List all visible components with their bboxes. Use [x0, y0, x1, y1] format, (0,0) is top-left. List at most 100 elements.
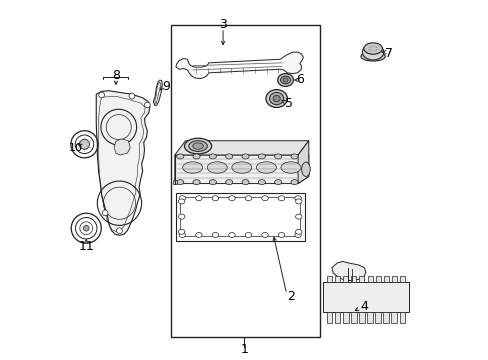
Ellipse shape: [261, 196, 268, 201]
Bar: [180, 197, 300, 237]
Ellipse shape: [269, 93, 283, 105]
Text: 11: 11: [78, 240, 94, 253]
Ellipse shape: [280, 76, 290, 84]
Ellipse shape: [295, 199, 302, 204]
Ellipse shape: [261, 233, 268, 238]
Polygon shape: [374, 312, 380, 323]
Ellipse shape: [290, 180, 298, 185]
Ellipse shape: [274, 154, 281, 159]
Ellipse shape: [80, 139, 89, 149]
Ellipse shape: [225, 180, 232, 185]
Ellipse shape: [184, 138, 211, 154]
Ellipse shape: [363, 43, 382, 54]
Ellipse shape: [278, 233, 284, 238]
Polygon shape: [298, 141, 308, 184]
Polygon shape: [383, 312, 388, 323]
Ellipse shape: [193, 154, 200, 159]
Ellipse shape: [83, 225, 89, 231]
Polygon shape: [175, 141, 308, 155]
Polygon shape: [350, 276, 356, 282]
Ellipse shape: [258, 180, 265, 185]
Ellipse shape: [290, 154, 298, 159]
Ellipse shape: [294, 196, 301, 201]
Ellipse shape: [245, 233, 251, 238]
Ellipse shape: [178, 199, 184, 204]
Polygon shape: [114, 139, 130, 155]
Polygon shape: [331, 261, 365, 281]
Polygon shape: [343, 276, 347, 282]
Ellipse shape: [209, 180, 216, 185]
Polygon shape: [334, 312, 340, 323]
Ellipse shape: [188, 141, 207, 152]
Ellipse shape: [295, 229, 302, 234]
Polygon shape: [323, 282, 408, 312]
Ellipse shape: [294, 233, 301, 238]
Polygon shape: [358, 312, 364, 323]
Text: 6: 6: [295, 73, 303, 86]
Polygon shape: [326, 276, 331, 282]
Polygon shape: [399, 312, 405, 323]
Ellipse shape: [256, 162, 276, 173]
Text: 9: 9: [162, 80, 169, 93]
Polygon shape: [153, 80, 162, 106]
Polygon shape: [175, 155, 308, 184]
Bar: [176, 193, 304, 241]
Text: 5: 5: [285, 97, 292, 110]
Polygon shape: [173, 180, 176, 184]
Ellipse shape: [102, 210, 108, 216]
Ellipse shape: [277, 73, 293, 86]
Polygon shape: [176, 52, 303, 78]
Ellipse shape: [207, 162, 227, 173]
Polygon shape: [359, 276, 364, 282]
Ellipse shape: [176, 154, 183, 159]
Ellipse shape: [178, 229, 184, 234]
Polygon shape: [96, 91, 149, 235]
Ellipse shape: [209, 154, 216, 159]
Polygon shape: [383, 276, 388, 282]
Text: 10: 10: [69, 143, 83, 153]
Ellipse shape: [144, 102, 150, 108]
Ellipse shape: [195, 233, 202, 238]
Polygon shape: [390, 312, 396, 323]
Text: 4: 4: [360, 300, 367, 313]
Ellipse shape: [195, 196, 202, 201]
Ellipse shape: [231, 162, 251, 173]
Ellipse shape: [295, 214, 302, 219]
Polygon shape: [326, 312, 332, 323]
Polygon shape: [367, 276, 372, 282]
Text: 1: 1: [240, 343, 248, 356]
Ellipse shape: [212, 233, 218, 238]
Ellipse shape: [228, 196, 235, 201]
Ellipse shape: [129, 93, 135, 99]
Ellipse shape: [245, 196, 251, 201]
Ellipse shape: [242, 180, 248, 185]
Ellipse shape: [99, 92, 104, 98]
Ellipse shape: [272, 95, 280, 102]
Ellipse shape: [116, 228, 122, 234]
Ellipse shape: [193, 180, 200, 185]
Text: 3: 3: [219, 18, 226, 31]
Ellipse shape: [179, 196, 185, 201]
Polygon shape: [342, 312, 348, 323]
Ellipse shape: [274, 180, 281, 185]
Text: 8: 8: [112, 69, 120, 82]
Ellipse shape: [301, 162, 309, 176]
Ellipse shape: [179, 233, 185, 238]
Ellipse shape: [183, 162, 203, 173]
Ellipse shape: [212, 196, 218, 201]
Polygon shape: [334, 276, 340, 282]
Ellipse shape: [278, 196, 284, 201]
Ellipse shape: [265, 90, 287, 108]
Ellipse shape: [178, 214, 184, 219]
Ellipse shape: [283, 78, 287, 82]
Polygon shape: [375, 276, 380, 282]
Polygon shape: [391, 276, 396, 282]
Ellipse shape: [362, 44, 383, 60]
Ellipse shape: [225, 154, 232, 159]
Ellipse shape: [192, 143, 203, 149]
Polygon shape: [350, 312, 356, 323]
Text: 2: 2: [286, 289, 294, 303]
Ellipse shape: [242, 154, 248, 159]
Ellipse shape: [258, 154, 265, 159]
Ellipse shape: [360, 52, 385, 61]
